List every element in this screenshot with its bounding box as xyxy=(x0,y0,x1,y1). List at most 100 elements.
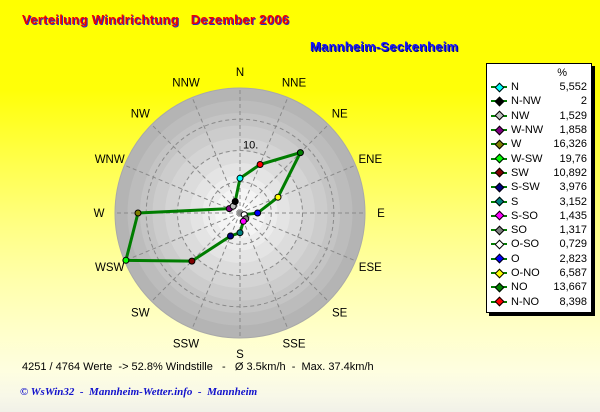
legend-series-marker xyxy=(491,182,511,193)
legend-label: NW xyxy=(511,109,530,122)
legend-label: S-SW xyxy=(511,181,540,194)
legend-value: 2,823 xyxy=(559,252,587,265)
point-marker-NNW xyxy=(231,198,239,205)
legend-value: 10,892 xyxy=(553,166,587,179)
compass-label-ESE: ESE xyxy=(359,262,382,274)
compass-label-N: N xyxy=(236,67,244,79)
point-marker-W xyxy=(134,209,142,217)
compass-label-W: W xyxy=(94,208,105,220)
legend-unit-header: % xyxy=(557,67,567,79)
station-name: Mannheim-Seckenheim xyxy=(310,39,459,54)
legend-row: NO 13,667 xyxy=(491,280,587,294)
legend-row: N-NO 8,398 xyxy=(491,294,587,308)
legend-diamond-icon xyxy=(494,125,505,135)
point-marker-NNE xyxy=(256,161,264,168)
legend-series-marker xyxy=(491,82,511,93)
legend-row: SO 1,317 xyxy=(491,223,587,237)
compass-label-SE: SE xyxy=(332,308,348,320)
legend-label: N-NO xyxy=(511,295,540,308)
point-marker-WSW xyxy=(122,256,130,264)
compass-label-WNW: WNW xyxy=(95,154,125,166)
legend-row: S-SO 1,435 xyxy=(491,209,587,223)
wind-rose-chart: 10. N NNE NE ENE E ESE SE SSE S SSW SW WSW W WNW NW NNW xyxy=(80,53,400,373)
stats-line: 4251 / 4764 Werte -> 52.8% Windstille - … xyxy=(22,361,374,373)
legend-series-marker xyxy=(491,268,511,278)
legend-diamond-icon xyxy=(494,96,505,107)
legend-diamond-icon xyxy=(494,225,505,236)
legend-label: W-SW xyxy=(511,152,543,165)
legend-diamond-icon xyxy=(494,153,505,164)
compass-label-ENE: ENE xyxy=(358,154,382,166)
legend-value: 1,435 xyxy=(559,209,587,222)
legend-value: 1,317 xyxy=(559,224,587,237)
legend-value: 3,976 xyxy=(559,181,587,194)
radial-axis-label: 10. xyxy=(243,140,258,152)
legend-diamond-icon xyxy=(494,182,505,193)
grid-ring xyxy=(177,150,303,276)
legend-series-marker xyxy=(491,239,511,250)
legend-value: 0,729 xyxy=(559,238,587,251)
legend-diamond-icon xyxy=(494,253,505,264)
legend-label: O xyxy=(511,252,520,265)
legend-label: O-SO xyxy=(511,238,540,251)
compass-label-NE: NE xyxy=(332,108,348,120)
legend-label: W xyxy=(511,138,522,151)
point-marker-E xyxy=(254,209,262,217)
compass-label-NNW: NNW xyxy=(172,78,200,90)
legend-value: 2 xyxy=(580,95,587,108)
legend-value: 1,529 xyxy=(559,109,587,122)
legend-row: SW 10,892 xyxy=(491,166,587,180)
legend-row: S 3,152 xyxy=(491,194,587,208)
credit-line: © WsWin32 - Mannheim-Wetter.info - Mannh… xyxy=(20,386,258,398)
legend-diamond-icon xyxy=(494,82,505,93)
legend-rows: N 5,552 N-NW 2 NW 1,529 W-NW 1,858 W 16,326 W-SW 19… xyxy=(491,80,587,309)
legend-row: O-SO 0,729 xyxy=(491,237,587,251)
legend-series-marker xyxy=(491,225,511,236)
legend-row: N 5,552 xyxy=(491,80,587,94)
legend-label: S-SO xyxy=(511,209,538,222)
legend-diamond-icon xyxy=(494,282,505,293)
legend-value: 13,667 xyxy=(553,281,587,294)
point-marker-SSE xyxy=(239,217,247,225)
legend-row: W-NW 1,858 xyxy=(491,123,587,137)
legend-series-marker xyxy=(491,282,511,293)
legend-series-marker xyxy=(491,253,511,264)
legend-diamond-icon xyxy=(494,210,505,221)
legend-series-marker xyxy=(491,139,511,150)
legend-series-marker xyxy=(491,196,511,207)
compass-label-NW: NW xyxy=(131,108,150,120)
legend-row: O 2,823 xyxy=(491,252,587,266)
wind-rose-svg: 10. N NNE NE ENE E ESE SE SSE S SSW SW WSW W WNW NW NNW xyxy=(94,67,386,361)
page-title: Verteilung Windrichtung Dezember 2006 xyxy=(22,12,290,27)
legend-value: 16,326 xyxy=(553,138,587,151)
legend-row: N-NW 2 xyxy=(491,94,587,108)
legend-row: S-SW 3,976 xyxy=(491,180,587,194)
legend-row: NW 1,529 xyxy=(491,109,587,123)
legend-diamond-icon xyxy=(494,296,505,307)
point-marker-N xyxy=(236,174,244,182)
compass-label-E: E xyxy=(377,208,385,220)
legend-value: 19,76 xyxy=(559,152,587,165)
legend-label: O-NO xyxy=(511,267,540,279)
legend-label: W-NW xyxy=(511,124,544,137)
point-marker-NE xyxy=(296,149,304,157)
legend-label: N-NW xyxy=(511,95,541,108)
legend-diamond-icon xyxy=(494,239,505,250)
legend-value: 6,587 xyxy=(559,267,587,279)
legend-label: N xyxy=(511,81,519,94)
legend-diamond-icon xyxy=(494,167,505,178)
legend-row: W-SW 19,76 xyxy=(491,151,587,165)
legend-box: % N 5,552 N-NW 2 NW 1,529 W-NW 1,858 W 16,326 W-SW… xyxy=(486,63,592,313)
point-marker-SSW xyxy=(227,232,234,240)
point-marker-SW xyxy=(188,257,196,265)
legend-label: S xyxy=(511,195,519,208)
legend-series-marker xyxy=(491,167,511,178)
legend-series-marker xyxy=(491,210,511,221)
legend-series-marker xyxy=(491,96,511,107)
legend-diamond-icon xyxy=(494,196,505,207)
compass-label-SSW: SSW xyxy=(173,338,199,350)
compass-label-NNE: NNE xyxy=(282,78,307,90)
legend-row: W 16,326 xyxy=(491,137,587,151)
legend-series-marker xyxy=(491,296,511,307)
legend-series-marker xyxy=(491,153,511,164)
